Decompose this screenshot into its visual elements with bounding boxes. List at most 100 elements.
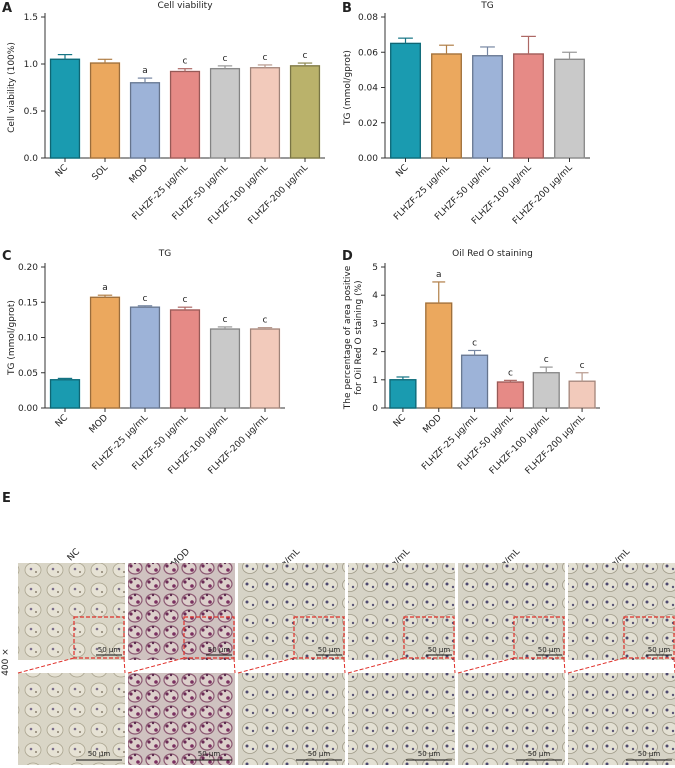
y-tick-label: 0.10	[18, 334, 38, 344]
zoom-connector	[343, 657, 346, 674]
micrograph-zoom	[458, 673, 565, 765]
chart-title: TG	[158, 249, 171, 259]
x-tick-label: NC	[394, 163, 410, 179]
x-tick-label: SOL	[90, 163, 110, 183]
significance-label: c	[303, 51, 308, 61]
bar	[209, 67, 241, 159]
bar	[496, 381, 525, 409]
scale-bar-label: 50 μm	[418, 750, 441, 758]
significance-label: c	[223, 315, 228, 325]
bar	[249, 67, 281, 159]
y-axis-label: The percentage of area positive	[343, 265, 353, 410]
scale-bar-label: 50 μm	[208, 646, 231, 654]
significance-label: c	[183, 295, 188, 305]
x-tick-label: MOD	[421, 413, 444, 436]
zoom-connector	[123, 657, 126, 674]
y-tick-label: 0.04	[358, 84, 378, 94]
panel-label: A	[2, 1, 12, 16]
y-tick-label: 0	[372, 404, 378, 414]
micrograph-zoom	[348, 673, 455, 765]
significance-label: c	[544, 355, 549, 365]
bar	[209, 328, 241, 409]
zoom-box	[403, 616, 455, 659]
y-tick-label: 4	[372, 291, 378, 301]
bar	[553, 58, 586, 159]
zoom-box	[513, 616, 565, 659]
micrograph-overview	[238, 563, 345, 660]
zoom-connector	[347, 657, 405, 674]
y-tick-label: 0.00	[18, 404, 38, 414]
chart-title: TG	[480, 1, 493, 11]
y-tick-label: 0.20	[18, 263, 38, 273]
magnification-label: 400 ×	[1, 648, 11, 676]
bar	[389, 42, 422, 159]
significance-label: c	[143, 294, 148, 304]
significance-label: a	[102, 283, 108, 293]
significance-label: a	[436, 270, 442, 280]
x-tick-label: FLHZF-200 μg/mL	[524, 413, 588, 477]
significance-label: c	[223, 54, 228, 64]
bar	[512, 53, 545, 159]
bar	[129, 306, 161, 409]
zoom-box	[73, 616, 125, 659]
micrograph-zoom	[18, 673, 125, 765]
y-axis-label: TG (mmol/gprot)	[343, 50, 353, 126]
x-tick-label: NC	[54, 163, 70, 179]
zoom-connector	[453, 657, 456, 674]
y-tick-label: 2	[372, 348, 378, 358]
scale-bar-label: 50 μm	[428, 646, 451, 654]
micrograph-zoom	[238, 673, 345, 765]
y-tick-label: 0.15	[18, 298, 38, 308]
y-tick-label: 0.0	[24, 154, 39, 164]
zoom-connector	[233, 657, 236, 674]
bar	[460, 354, 489, 409]
y-tick-label: 0.00	[358, 154, 378, 164]
bar	[471, 55, 504, 159]
bar	[389, 379, 417, 409]
chart-title: Cell viability	[157, 1, 213, 11]
zoom-connector	[127, 657, 185, 674]
bar	[89, 296, 121, 409]
micrograph-zoom	[568, 673, 675, 765]
column-label: NC	[66, 547, 82, 563]
scale-bar-label: 50 μm	[528, 750, 551, 758]
zoom-connector	[567, 657, 625, 674]
significance-label: c	[183, 57, 188, 67]
bar	[249, 328, 281, 409]
scale-bar-label: 50 μm	[638, 750, 661, 758]
significance-label: c	[580, 361, 585, 371]
scale-bar-label: 50 μm	[648, 646, 671, 654]
micrograph-overview	[348, 563, 455, 660]
y-tick-label: 0.06	[358, 48, 378, 58]
micrograph-zoom	[128, 673, 235, 765]
x-tick-label: NC	[392, 413, 408, 429]
micrograph-overview	[128, 563, 235, 660]
micrograph-overview	[568, 563, 675, 660]
significance-label: c	[508, 368, 513, 378]
y-tick-label: 1.0	[24, 60, 39, 70]
zoom-connector	[563, 657, 566, 674]
bar	[129, 82, 161, 159]
y-tick-label: 0.02	[358, 119, 378, 129]
bar	[425, 302, 453, 409]
bar	[49, 379, 81, 409]
y-axis-label: for Oil Red O staining (%)	[354, 280, 364, 394]
panel-label: E	[2, 491, 11, 506]
y-tick-label: 3	[372, 319, 378, 329]
panel-label: B	[342, 1, 352, 16]
y-tick-label: 1	[372, 376, 378, 386]
bar	[49, 58, 81, 159]
x-tick-label: NC	[54, 413, 70, 429]
y-tick-label: 0.08	[358, 13, 378, 23]
panel-label: C	[2, 249, 12, 264]
scale-bar-label: 50 μm	[308, 750, 331, 758]
bar	[289, 65, 321, 159]
micrograph-overview	[458, 563, 565, 660]
zoom-connector	[457, 657, 515, 674]
micrograph-overview	[18, 563, 125, 660]
zoom-box	[293, 616, 345, 659]
x-tick-label: FLHZF-100 μg/mL	[488, 413, 552, 477]
zoom-connector	[17, 657, 75, 674]
scale-bar-label: 50 μm	[88, 750, 111, 758]
